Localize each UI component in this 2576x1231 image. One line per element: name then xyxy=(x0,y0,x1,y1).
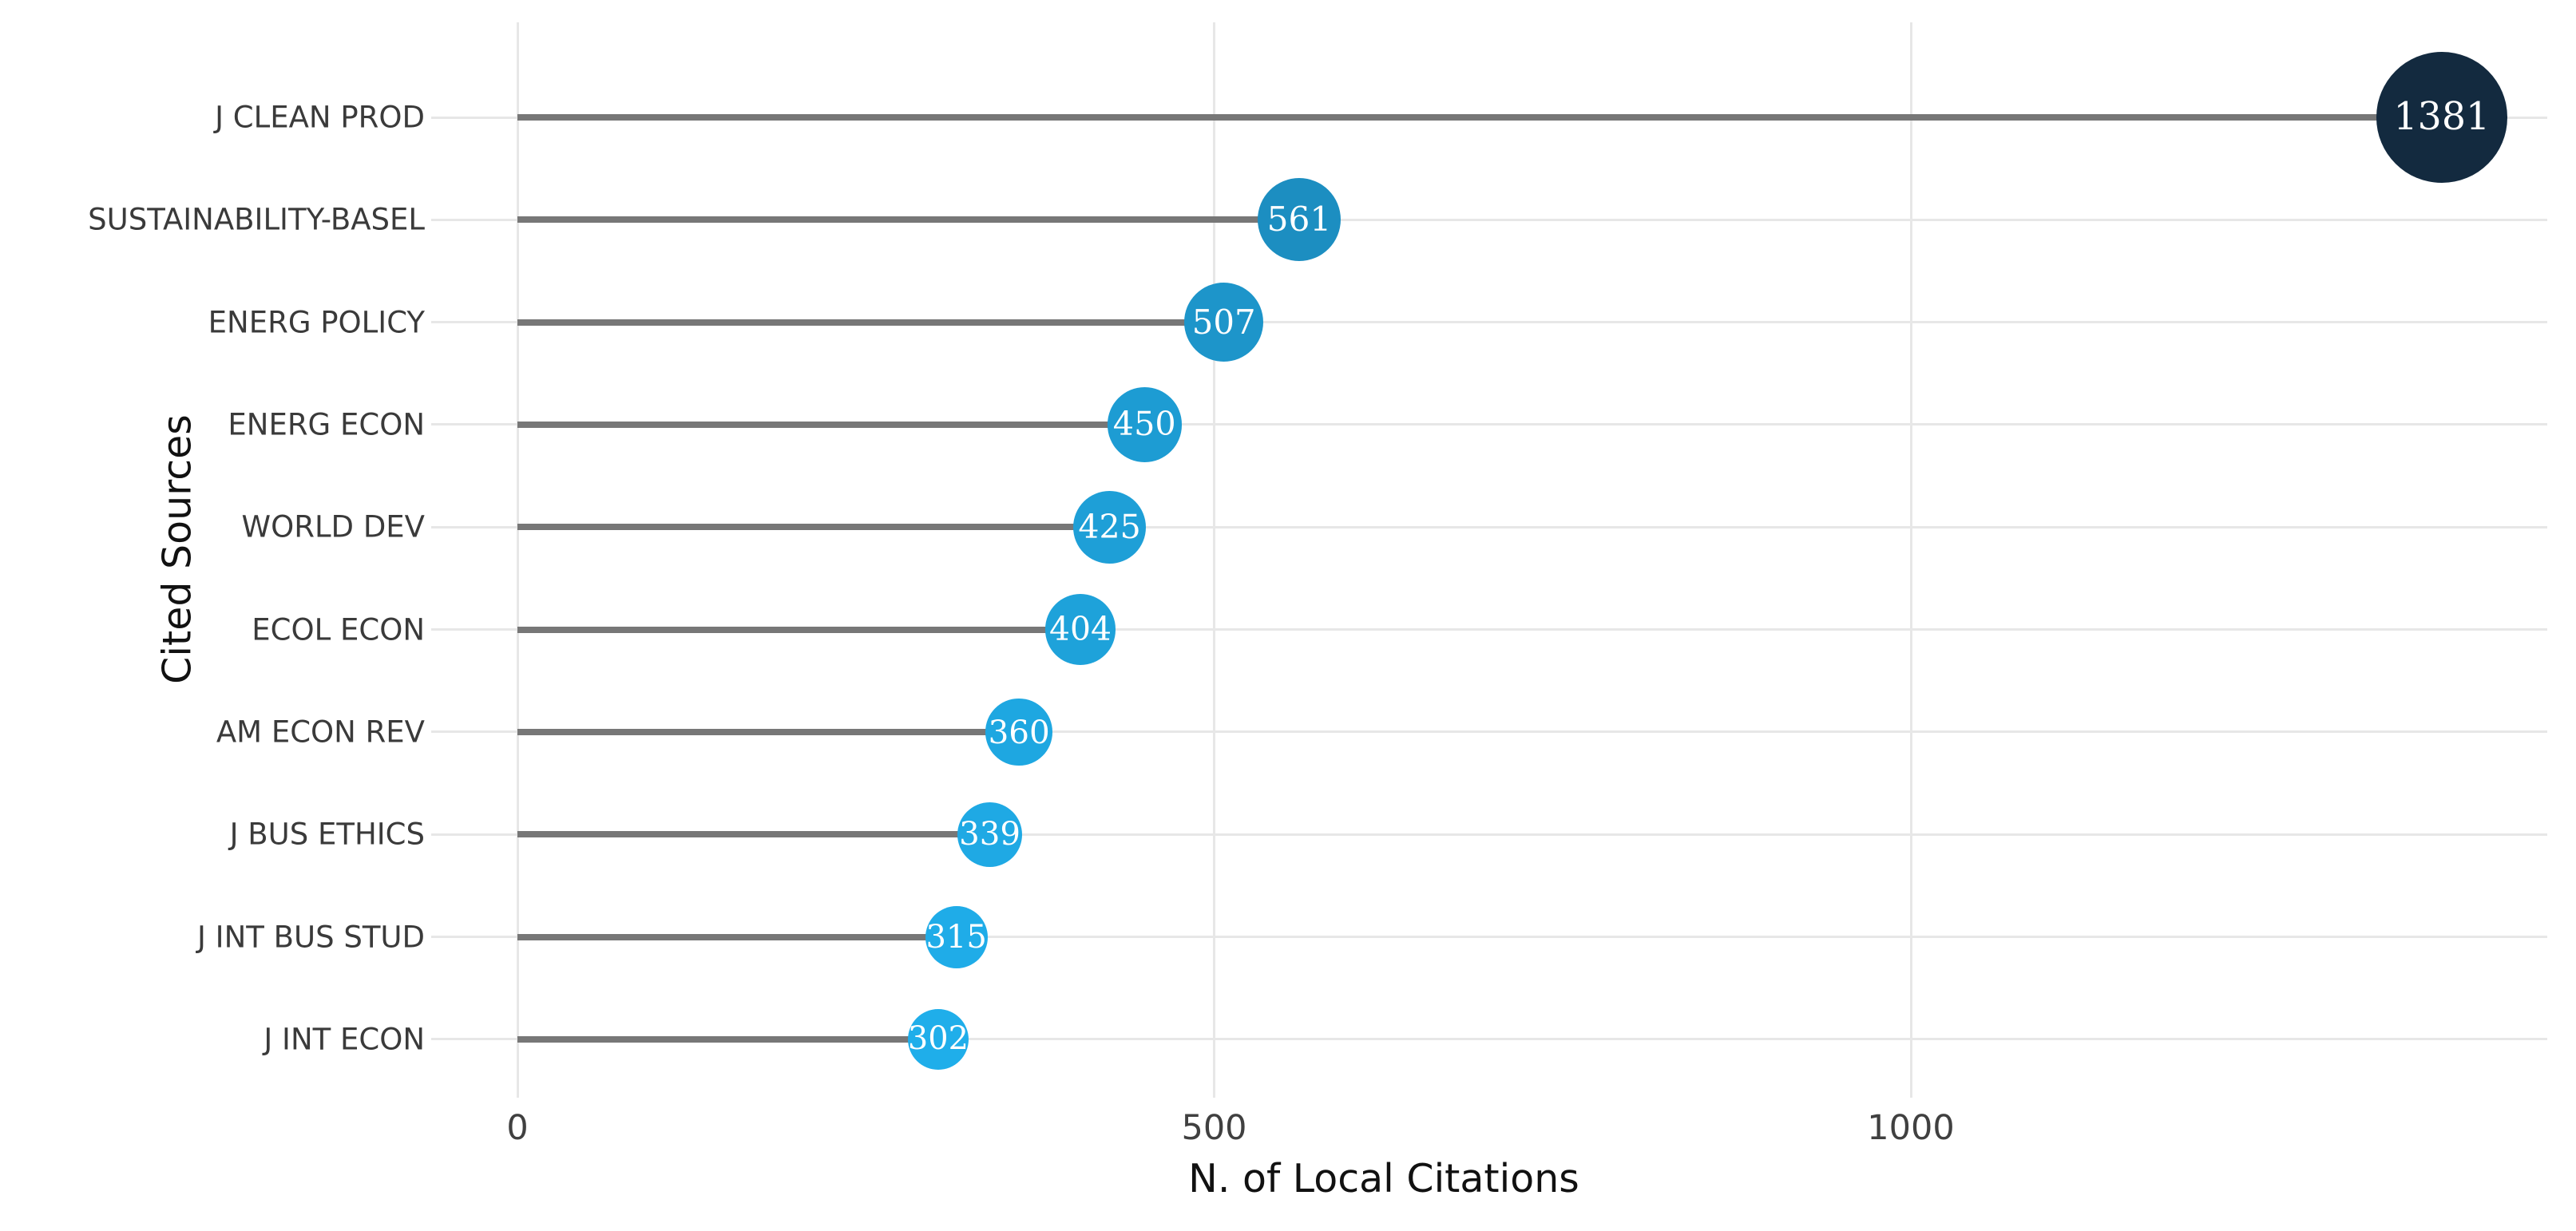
lollipop-bubble: 315 xyxy=(925,905,988,968)
bubble-value-label: 360 xyxy=(988,712,1050,751)
bubble-value-label: 425 xyxy=(1078,507,1141,546)
lollipop-bubble: 425 xyxy=(1073,490,1146,564)
bubble-value-label: 404 xyxy=(1048,610,1112,649)
row-gridline xyxy=(431,833,2547,836)
x-tick-label: 0 xyxy=(506,1108,529,1148)
row-gridline xyxy=(431,321,2547,324)
lollipop-stem xyxy=(517,421,1145,428)
row-gridline xyxy=(431,730,2547,734)
y-category-label: AM ECON REV xyxy=(216,714,425,750)
y-category-label: ECOL ECON xyxy=(252,612,425,647)
lollipop-stem xyxy=(517,831,990,838)
y-category-label: ENERG ECON xyxy=(228,407,425,442)
y-category-label: SUSTAINABILITY-BASEL xyxy=(88,202,425,237)
bubble-value-label: 450 xyxy=(1112,405,1176,444)
x-tick-label: 1000 xyxy=(1867,1108,1955,1148)
lollipop-bubble: 360 xyxy=(985,699,1052,766)
row-gridline xyxy=(431,218,2547,221)
x-axis-title: N. of Local Citations xyxy=(1188,1156,1579,1201)
lollipop-stem xyxy=(517,933,957,940)
bubble-value-label: 507 xyxy=(1191,302,1256,342)
lollipop-stem xyxy=(517,524,1110,531)
lollipop-bubble: 561 xyxy=(1257,178,1342,262)
x-tick-label: 500 xyxy=(1181,1108,1247,1148)
y-category-label: J INT BUS STUD xyxy=(197,920,425,955)
lollipop-bubble: 404 xyxy=(1044,594,1116,665)
bubble-value-label: 315 xyxy=(925,918,987,956)
x-gridline xyxy=(1909,22,1912,1098)
row-gridline xyxy=(431,1038,2547,1041)
lollipop-bubble: 302 xyxy=(907,1008,969,1071)
row-gridline xyxy=(431,628,2547,631)
y-category-label: J CLEAN PROD xyxy=(215,100,425,135)
lollipop-bubble: 450 xyxy=(1107,387,1182,462)
bubble-value-label: 302 xyxy=(907,1020,969,1058)
y-category-label: WORLD DEV xyxy=(241,509,425,544)
lollipop-stem xyxy=(517,1035,938,1043)
lollipop-stem xyxy=(517,626,1080,633)
lollipop-stem xyxy=(517,319,1224,326)
lollipop-bubble: 1381 xyxy=(2376,52,2507,183)
lollipop-stem xyxy=(517,114,2442,121)
bubble-value-label: 561 xyxy=(1266,200,1332,239)
x-gridline xyxy=(1213,22,1215,1098)
row-gridline xyxy=(431,936,2547,939)
y-category-label: ENERG POLICY xyxy=(208,305,425,340)
row-gridline xyxy=(431,525,2547,528)
y-axis-title: Cited Sources xyxy=(154,414,200,684)
bubble-value-label: 1381 xyxy=(2393,95,2491,140)
lollipop-bubble: 507 xyxy=(1184,283,1264,362)
lollipop-stem xyxy=(517,216,1299,224)
x-gridline xyxy=(516,22,519,1098)
lollipop-bubble: 339 xyxy=(957,802,1023,867)
bubble-value-label: 339 xyxy=(959,816,1020,853)
y-category-label: J BUS ETHICS xyxy=(229,817,425,852)
row-gridline xyxy=(431,423,2547,426)
lollipop-stem xyxy=(517,728,1020,735)
y-category-label: J INT ECON xyxy=(264,1022,425,1057)
